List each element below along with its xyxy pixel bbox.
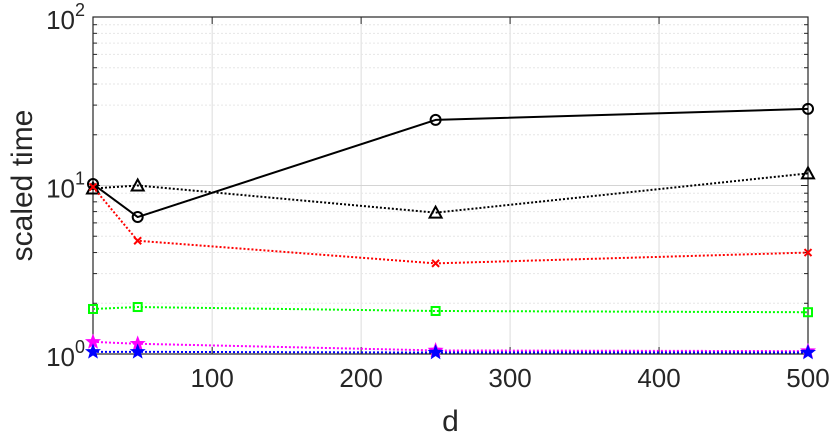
y-tick-label: 101 [46,169,85,204]
x-tick-labels: 100 200 300 400 500 [190,363,829,393]
series-2 [85,165,816,219]
x-marker [803,248,813,257]
y-tick-labels: 100 101 102 [46,0,85,372]
star-marker [799,344,817,360]
x-marker [431,259,440,268]
triangle-marker [85,180,101,195]
series-4 [88,302,813,318]
star-marker [427,344,444,360]
star-marker [84,343,102,359]
y-tick-label: 102 [46,0,85,35]
triangle-marker [130,177,146,192]
x-tick-label: 200 [339,363,382,393]
square-marker [430,305,441,316]
triangle-marker [427,204,444,219]
x-tick-label: 300 [488,363,531,393]
series-1 [87,102,814,224]
series-line [92,186,809,265]
square-marker [132,302,143,313]
square-marker [88,303,98,314]
x-axis-label: d [442,405,459,436]
circle-marker [429,113,442,126]
x-tick-label: 500 [786,363,829,393]
series-line [92,107,809,219]
series-line [92,340,809,353]
x-marker [133,236,142,245]
triangle-marker [800,165,816,180]
series-line [92,306,809,314]
series-6 [84,343,817,360]
grid-lines [93,16,809,355]
x-marker [88,182,98,192]
series-3 [88,182,813,268]
x-tick-label: 400 [637,363,680,393]
circle-marker [802,102,814,115]
y-tick-label: 100 [46,337,85,372]
y-axis-label: scaled time [6,110,39,262]
square-marker [803,307,813,318]
data-series [84,102,817,360]
series-line [93,350,808,354]
circle-marker [131,211,144,224]
x-tick-label: 100 [190,363,233,393]
star-marker [129,343,146,359]
circle-marker [87,178,99,191]
